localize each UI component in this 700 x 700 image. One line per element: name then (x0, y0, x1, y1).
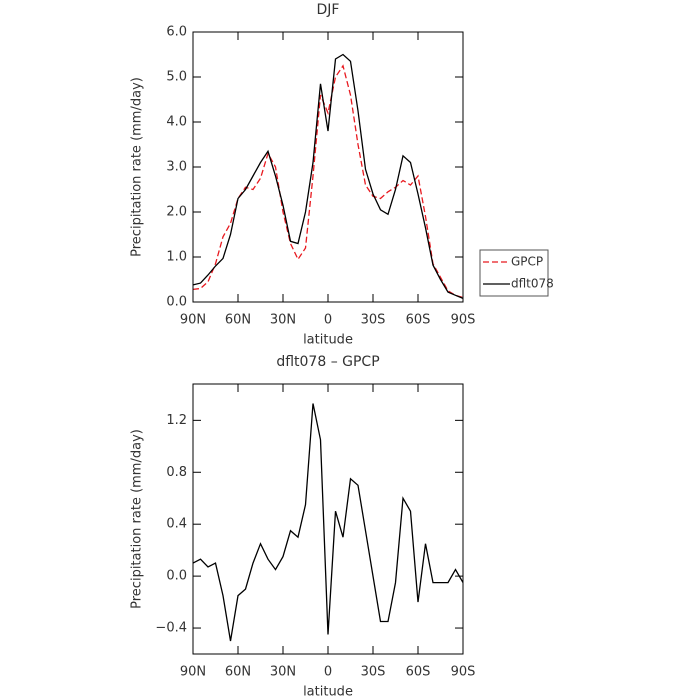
x-tick-label: 30S (361, 313, 386, 328)
x-tick-label: 30N (270, 665, 296, 680)
x-axis-label: latitude (303, 333, 353, 348)
y-tick-label: 2.0 (166, 205, 187, 220)
data-line (192, 53, 464, 300)
y-axis-label: Precipitation rate (mm/day) (130, 429, 145, 609)
x-tick-label: 0 (324, 665, 332, 680)
x-axis-label: latitude (303, 685, 353, 700)
y-tick-label: 3.0 (166, 160, 187, 175)
legend-box (479, 249, 549, 297)
x-tick-label: 90N (180, 313, 206, 328)
y-tick-label: 0.8 (166, 465, 187, 480)
x-tick-label: 60S (406, 665, 431, 680)
x-tick-label: 30N (270, 313, 296, 328)
plot-frame (192, 383, 464, 655)
y-tick-label: 0.0 (166, 569, 187, 584)
x-tick-label: 90S (451, 313, 476, 328)
plot-frame (192, 31, 464, 303)
legend-label: dflt078 (511, 277, 554, 291)
chart-title: DJF (317, 2, 340, 18)
x-tick-label: 60S (406, 313, 431, 328)
y-tick-label: 1.2 (166, 413, 187, 428)
y-axis-label: Precipitation rate (mm/day) (130, 77, 145, 257)
y-tick-label: 1.0 (166, 250, 187, 265)
x-tick-label: 60N (225, 665, 251, 680)
y-tick-label: 5.0 (166, 70, 187, 85)
x-tick-label: 90N (180, 665, 206, 680)
data-line (192, 64, 464, 299)
chart-title: dflt078 – GPCP (276, 354, 379, 370)
y-tick-label: 6.0 (166, 25, 187, 40)
x-tick-label: 60N (225, 313, 251, 328)
y-tick-label: 0.4 (166, 517, 187, 532)
y-tick-label: 4.0 (166, 115, 187, 130)
x-tick-label: 30S (361, 665, 386, 680)
y-tick-label: 0.0 (166, 295, 187, 310)
x-tick-label: 0 (324, 313, 332, 328)
x-tick-label: 90S (451, 665, 476, 680)
y-tick-label: −0.4 (155, 621, 187, 636)
legend-label: GPCP (511, 255, 543, 269)
data-line (192, 403, 464, 642)
